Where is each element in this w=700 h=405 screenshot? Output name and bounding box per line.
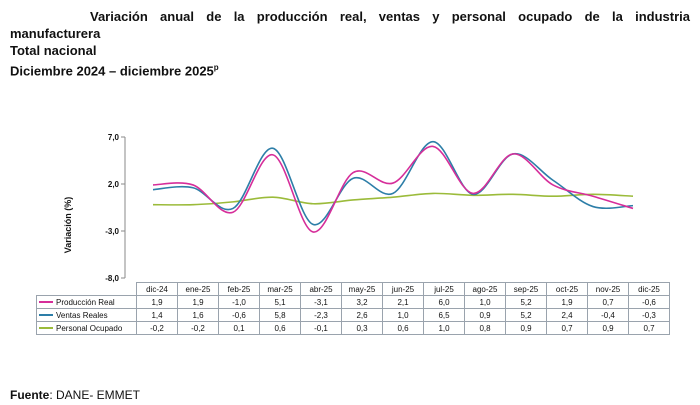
data-label: 6,0 — [423, 295, 465, 309]
data-label: 0,9 — [464, 308, 506, 322]
data-label: -3,1 — [300, 295, 342, 309]
x-category-label: sep-25 — [505, 282, 547, 296]
x-category-label: dic-25 — [628, 282, 670, 296]
data-label: 1,0 — [423, 321, 465, 335]
x-category-label: jun-25 — [382, 282, 424, 296]
x-category-label: feb-25 — [218, 282, 260, 296]
table-row: Producción Real 1,9 1,9 -1,0 5,1 -3,1 3,2 2,1 6,… — [36, 295, 670, 309]
legend-label: Producción Real — [56, 297, 115, 307]
table-corner — [37, 283, 137, 296]
data-label: -0,2 — [177, 321, 219, 335]
source-footer: Fuente: DANE- EMMET — [10, 388, 140, 402]
source-text: : DANE- EMMET — [49, 388, 141, 402]
data-label: 1,9 — [177, 295, 219, 309]
chart-title: Variación anual de la producción real, v… — [90, 9, 690, 24]
data-label: 1,9 — [546, 295, 588, 309]
data-label: 5,1 — [259, 295, 301, 309]
chart-period: Diciembre 2024 – diciembre 2025p — [10, 59, 690, 79]
y-tick-label: 2,0 — [108, 180, 120, 189]
data-label: 2,4 — [546, 308, 588, 322]
table-row: Personal Ocupado -0,2 -0,2 0,1 0,6 -0,1 0,3 0,6… — [36, 321, 670, 335]
data-label: 2,1 — [382, 295, 424, 309]
legend-key — [39, 327, 53, 330]
data-label: 0,9 — [587, 321, 629, 335]
data-label: -0,3 — [628, 308, 670, 322]
legend-entry: Producción Real — [36, 295, 137, 309]
data-label: 0,1 — [218, 321, 260, 335]
data-label: -1,0 — [218, 295, 260, 309]
data-label: 1,0 — [382, 308, 424, 322]
data-label: 1,6 — [177, 308, 219, 322]
data-label: 6,5 — [423, 308, 465, 322]
chart-title-continued: manufacturera — [10, 26, 101, 41]
x-category-label: mar-25 — [259, 282, 301, 296]
table-row: Ventas Reales 1,4 1,6 -0,6 5,8 -2,3 2,6 1,0 6,5 0… — [36, 308, 670, 322]
x-category-label: ago-25 — [464, 282, 506, 296]
legend-label: Ventas Reales — [56, 310, 108, 320]
legend-key — [39, 301, 53, 304]
x-category-label: dic-24 — [136, 282, 178, 296]
x-category-label: jul-25 — [423, 282, 465, 296]
x-category-label: oct-25 — [546, 282, 588, 296]
y-tick-label: 7,0 — [108, 133, 120, 142]
data-label: 0,3 — [341, 321, 383, 335]
series-line-3 — [152, 192, 634, 206]
legend-key — [39, 314, 53, 317]
data-label: 1,4 — [136, 308, 178, 322]
data-label: 1,9 — [136, 295, 178, 309]
data-label: 0,7 — [546, 321, 588, 335]
data-label: -0,6 — [218, 308, 260, 322]
data-label: -0,2 — [136, 321, 178, 335]
legend-entry: Ventas Reales — [36, 308, 137, 322]
data-label: 1,0 — [464, 295, 506, 309]
series-line-1 — [152, 145, 634, 233]
legend-entry: Personal Ocupado — [36, 321, 137, 335]
source-label: Fuente — [10, 388, 50, 402]
data-label: 0,6 — [259, 321, 301, 335]
y-tick-label: -3,0 — [105, 227, 119, 236]
x-category-label: ene-25 — [177, 282, 219, 296]
data-label: -0,1 — [300, 321, 342, 335]
period-text: Diciembre 2024 – diciembre 2025 — [10, 63, 214, 79]
data-label: 0,9 — [505, 321, 547, 335]
period-superscript: p — [213, 63, 219, 72]
x-category-label: may-25 — [341, 282, 383, 296]
y-tick-label: -8,0 — [105, 274, 119, 283]
chart-subtitle: Total nacional — [10, 43, 97, 58]
table-header-row: dic-24 ene-25 feb-25 mar-25 abr-25 may-25 jun-… — [37, 282, 670, 296]
series-line-2 — [152, 140, 634, 226]
data-label: 5,8 — [259, 308, 301, 322]
data-table: dic-24 ene-25 feb-25 mar-25 abr-25 may-25 jun-… — [36, 282, 670, 335]
data-label: 5,2 — [505, 308, 547, 322]
data-label: 5,2 — [505, 295, 547, 309]
legend-label: Personal Ocupado — [56, 323, 123, 333]
data-label: -0,4 — [587, 308, 629, 322]
x-category-label: abr-25 — [300, 282, 342, 296]
chart-title-block: Variación anual de la producción real, v… — [10, 8, 690, 79]
data-label: 0,6 — [382, 321, 424, 335]
data-label: 0,7 — [587, 295, 629, 309]
x-category-label: nov-25 — [587, 282, 629, 296]
data-label: -2,3 — [300, 308, 342, 322]
data-label: 0,8 — [464, 321, 506, 335]
data-label: 2,6 — [341, 308, 383, 322]
data-label: 0,7 — [628, 321, 670, 335]
data-label: -0,6 — [628, 295, 670, 309]
data-label: 3,2 — [341, 295, 383, 309]
